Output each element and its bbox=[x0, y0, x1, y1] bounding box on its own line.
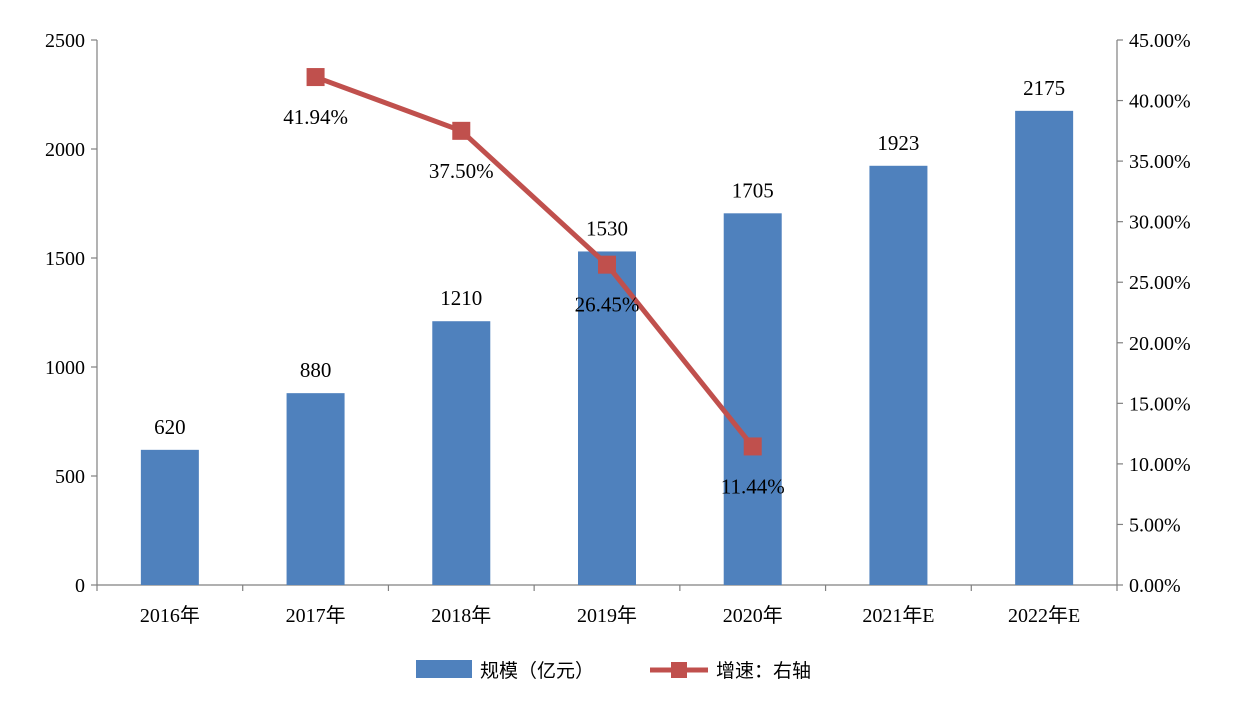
bar-data-label: 880 bbox=[300, 358, 332, 382]
bar bbox=[869, 165, 928, 585]
bar bbox=[432, 321, 491, 585]
growth-data-label: 37.50% bbox=[429, 159, 494, 183]
bar bbox=[723, 213, 782, 585]
legend-bar-swatch bbox=[416, 660, 472, 678]
bar-data-label: 1705 bbox=[732, 178, 774, 202]
growth-data-label: 41.94% bbox=[283, 105, 348, 129]
right-tick-label: 40.00% bbox=[1129, 91, 1191, 113]
left-tick-label: 1000 bbox=[45, 357, 85, 379]
right-tick-label: 25.00% bbox=[1129, 272, 1191, 294]
growth-marker bbox=[743, 437, 762, 456]
growth-marker bbox=[598, 255, 616, 274]
right-tick-label: 45.00% bbox=[1129, 30, 1191, 52]
left-tick-label: 1500 bbox=[45, 248, 85, 270]
right-tick-label: 35.00% bbox=[1129, 151, 1191, 173]
x-tick-label: 2018年 bbox=[431, 604, 491, 627]
legend-line-marker bbox=[671, 662, 687, 678]
growth-marker bbox=[452, 121, 471, 140]
right-tick-label: 15.00% bbox=[1129, 393, 1191, 415]
growth-data-label: 26.45% bbox=[575, 293, 640, 317]
right-tick-label: 5.00% bbox=[1129, 514, 1181, 536]
x-tick-label: 2022年E bbox=[1008, 604, 1080, 627]
growth-line bbox=[314, 74, 755, 449]
left-tick-label: 500 bbox=[55, 466, 85, 488]
bar bbox=[140, 449, 199, 585]
x-tick-label: 2020年 bbox=[723, 604, 783, 627]
legend-bar-label: 规模（亿元） bbox=[480, 660, 594, 682]
growth-marker bbox=[306, 68, 325, 87]
right-tick-label: 0.00% bbox=[1129, 575, 1181, 597]
bar bbox=[1015, 110, 1074, 585]
x-tick-label: 2016年 bbox=[140, 604, 200, 627]
right-tick-label: 20.00% bbox=[1129, 333, 1191, 355]
bar-data-label: 1923 bbox=[877, 131, 919, 155]
bar-data-label: 620 bbox=[154, 415, 186, 439]
bar bbox=[578, 251, 636, 585]
left-tick-label: 0 bbox=[75, 575, 85, 597]
bar bbox=[286, 393, 345, 585]
bar-data-label: 1210 bbox=[440, 286, 482, 310]
left-tick-label: 2500 bbox=[45, 30, 85, 52]
left-tick-label: 2000 bbox=[45, 139, 85, 161]
legend-line-label: 增速：右轴 bbox=[716, 660, 811, 682]
growth-data-label: 11.44% bbox=[721, 474, 785, 498]
right-tick-label: 10.00% bbox=[1129, 454, 1191, 476]
bar-data-label: 2175 bbox=[1023, 76, 1065, 100]
bar-data-label: 1530 bbox=[586, 216, 628, 240]
x-tick-label: 2021年E bbox=[862, 604, 934, 627]
x-tick-label: 2017年 bbox=[286, 604, 346, 627]
x-tick-label: 2019年 bbox=[577, 604, 637, 627]
right-tick-label: 30.00% bbox=[1129, 212, 1191, 234]
